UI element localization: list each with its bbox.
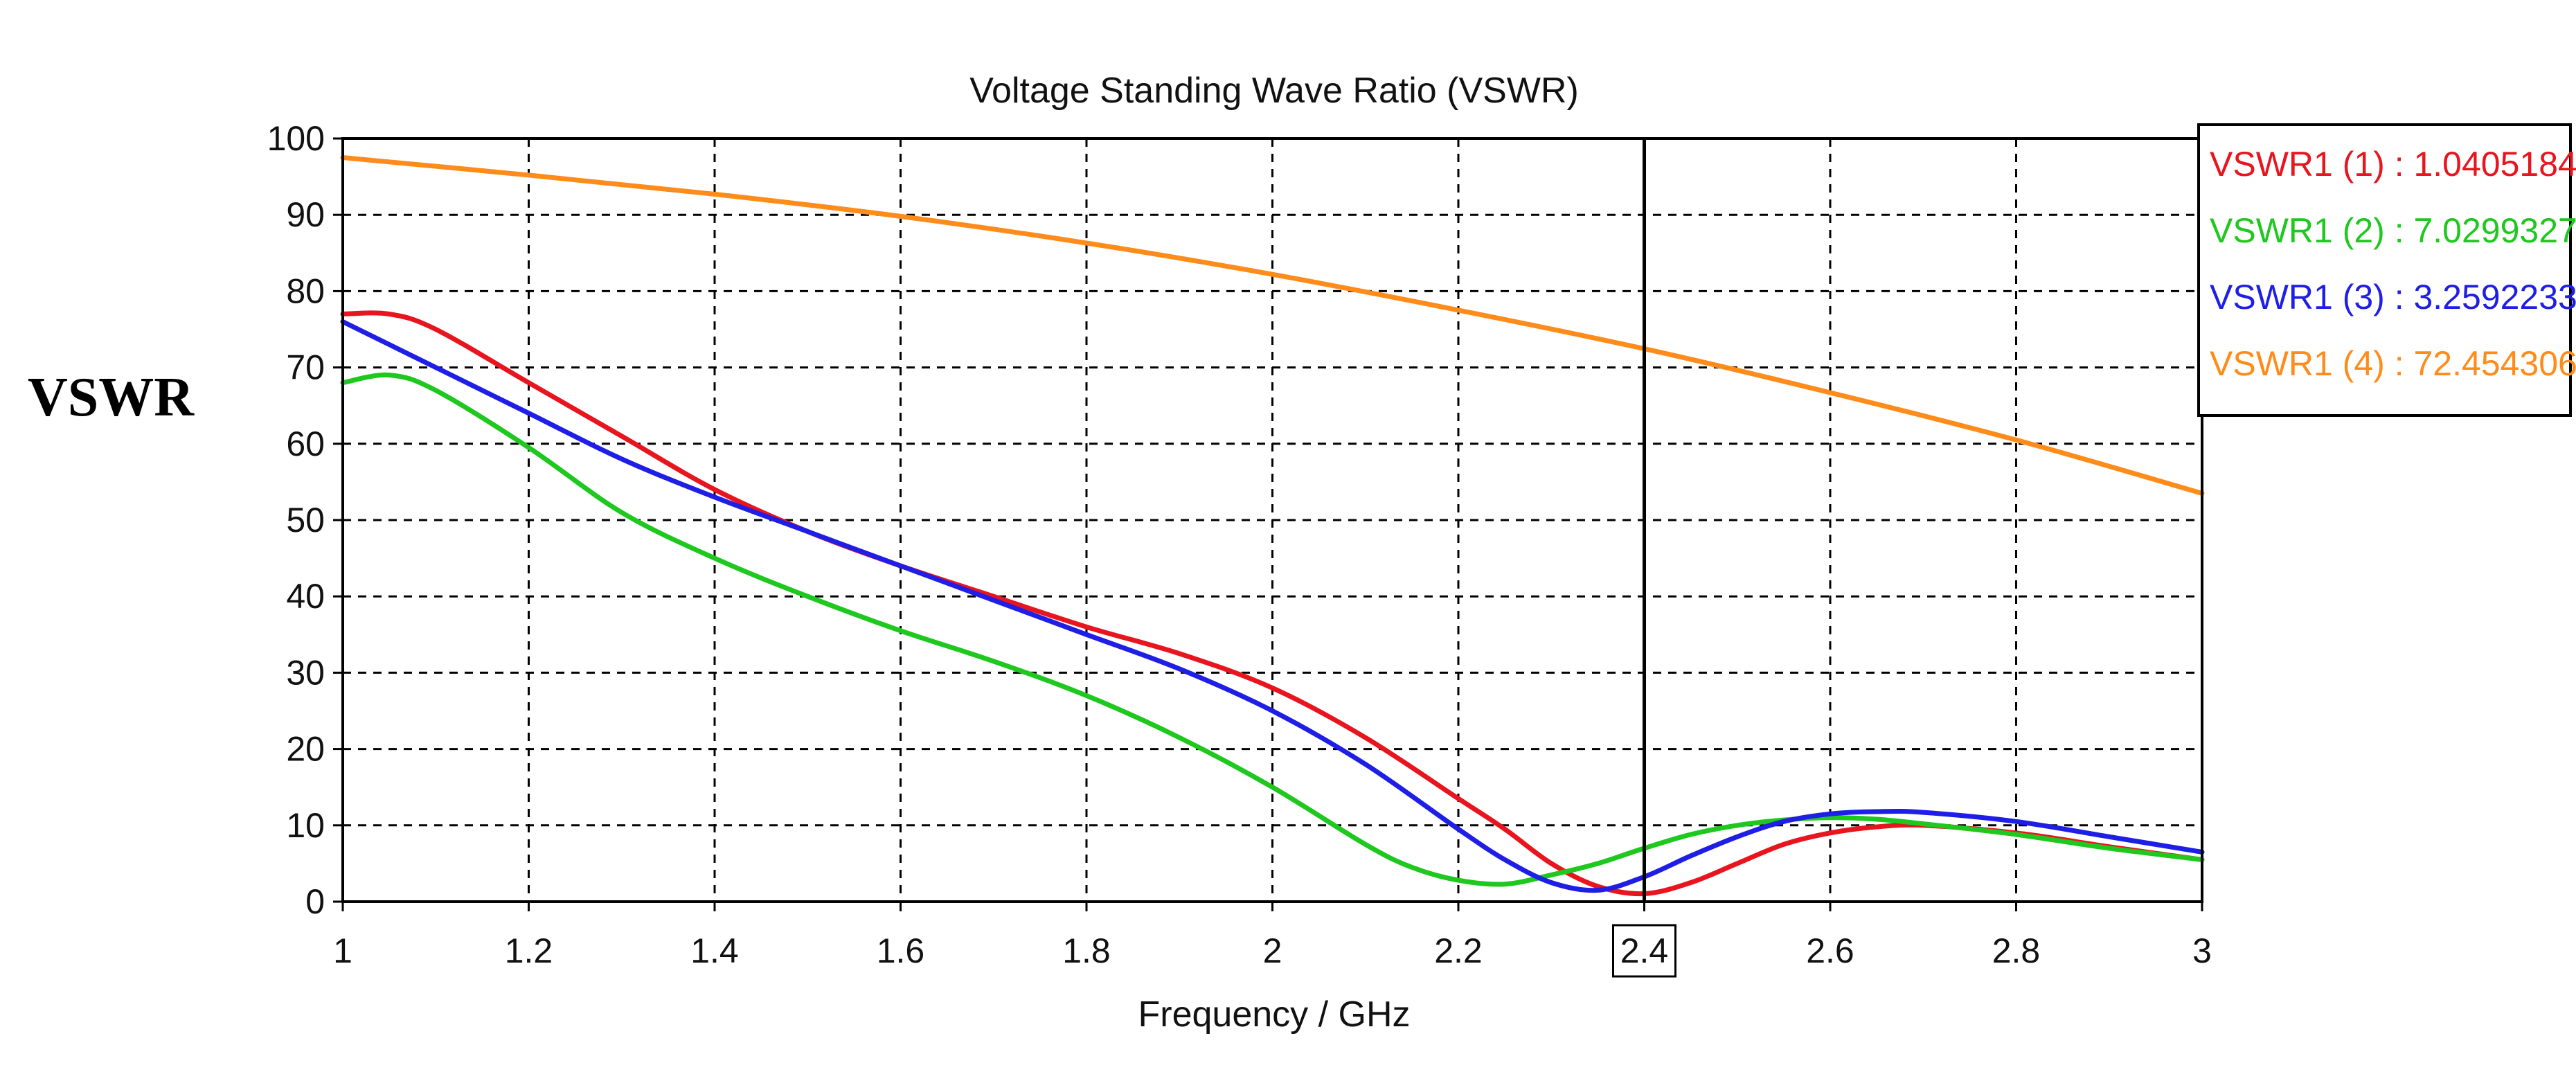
y-tick-label: 10 bbox=[286, 806, 325, 845]
axis-ticks: 1 1.2 1.4 1.6 1.8 2 2.2 2.6 2.8 30102030405060708… bbox=[267, 119, 2212, 970]
y-tick-label: 70 bbox=[286, 348, 325, 387]
x-tick-label: 2.6 bbox=[1806, 931, 1854, 970]
series-group bbox=[340, 155, 2205, 897]
legend-entry: VSWR1 (4) : 72.454306 bbox=[2210, 344, 2576, 383]
legend-entry: VSWR1 (3) : 3.2592233 bbox=[2210, 278, 2576, 316]
x-tick-label: 2.8 bbox=[1992, 931, 2041, 970]
y-tick-label: 90 bbox=[286, 195, 325, 234]
y-tick-label: 30 bbox=[286, 653, 325, 692]
legend: VSWR1 (1) : 1.0405184 VSWR1 (2) : 7.02993… bbox=[2197, 123, 2576, 417]
y-tick-label: 60 bbox=[286, 425, 325, 463]
chart-title: Voltage Standing Wave Ratio (VSWR) bbox=[969, 71, 1579, 111]
y-tick-label: 20 bbox=[286, 730, 325, 769]
x-tick-label: 1.8 bbox=[1062, 931, 1111, 970]
marker-label-box bbox=[1612, 924, 1676, 978]
legend-entry: VSWR1 (2) : 7.0299327 bbox=[2210, 211, 2576, 250]
series-line bbox=[340, 319, 2205, 893]
x-tick-label: 2.2 bbox=[1434, 931, 1483, 970]
x-tick-label: 1.4 bbox=[690, 931, 739, 970]
x-tick-label: 1.6 bbox=[877, 931, 925, 970]
series-line bbox=[340, 155, 2205, 496]
x-tick-label: 1 bbox=[333, 931, 352, 970]
grid bbox=[343, 139, 2202, 902]
y-tick-label: 80 bbox=[286, 271, 325, 310]
y-tick-label: 40 bbox=[286, 577, 325, 616]
x-axis-label: Frequency / GHz bbox=[1138, 994, 1410, 1035]
x-tick-label: 3 bbox=[2192, 931, 2212, 970]
y-tick-label: 0 bbox=[305, 882, 325, 921]
marker-label-text: 2.4 bbox=[1620, 931, 1669, 970]
y-axis-label: VSWR bbox=[28, 367, 195, 428]
x-tick-label: 2 bbox=[1263, 931, 1282, 970]
y-tick-label: 100 bbox=[267, 119, 325, 158]
legend-entry: VSWR1 (1) : 1.0405184 bbox=[2210, 145, 2576, 184]
series-line bbox=[340, 310, 2205, 897]
frequency-marker-label[interactable]: 2.4 bbox=[1612, 924, 1676, 978]
x-tick-label: 1.2 bbox=[505, 931, 553, 970]
series-line bbox=[340, 372, 2205, 887]
y-tick-label: 50 bbox=[286, 501, 325, 539]
legend-box bbox=[2197, 123, 2572, 417]
